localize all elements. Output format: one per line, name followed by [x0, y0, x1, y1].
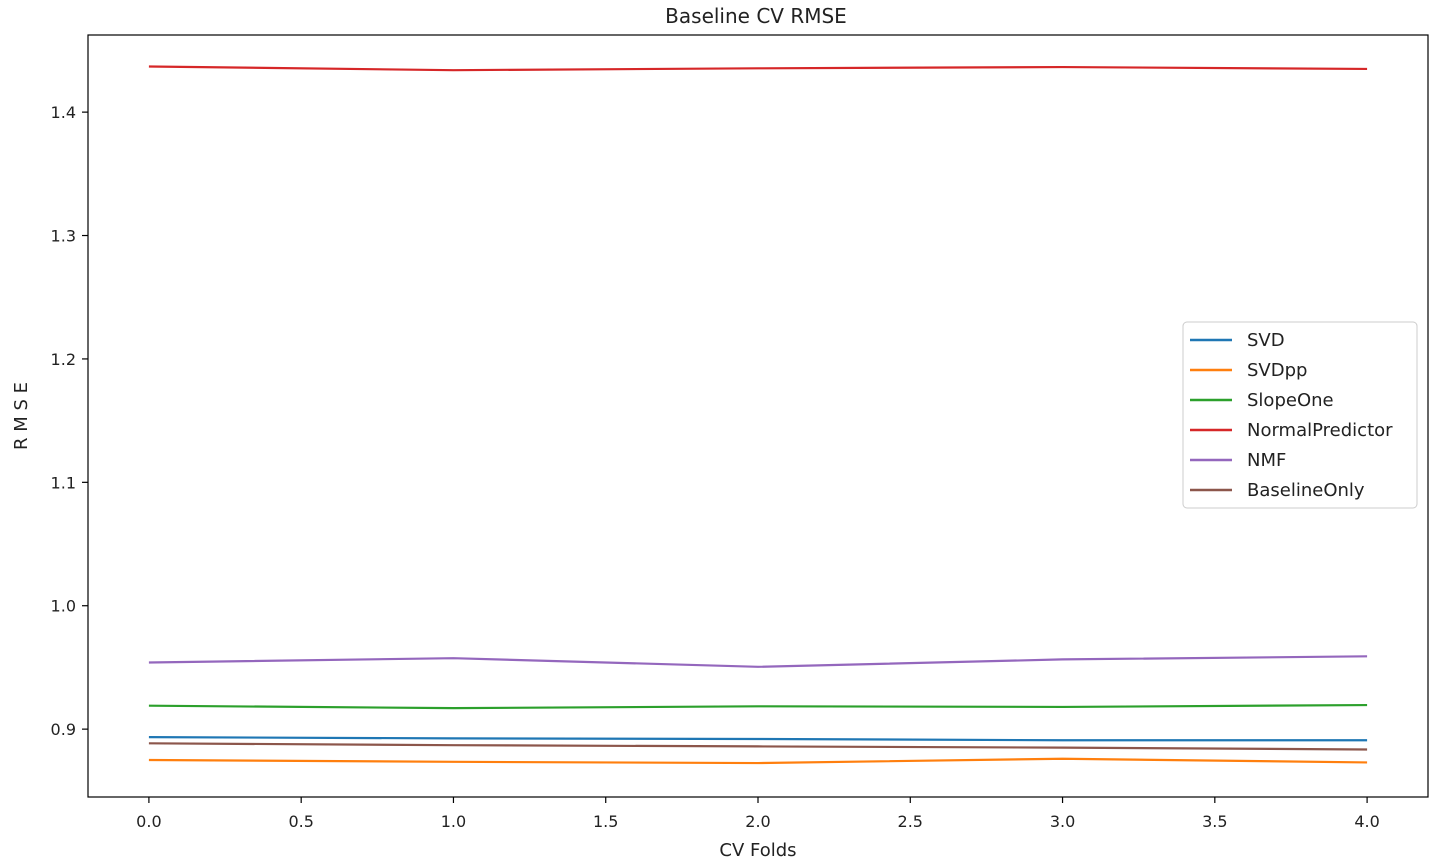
x-tick-label: 1.5 [593, 812, 618, 831]
series-line-baselineonly [148, 742, 1368, 751]
legend-items: SVD SVDpp SlopeOne NormalPredictor NMF Baseli… [1190, 330, 1393, 501]
y-tick-label: 1.2 [51, 350, 76, 369]
x-axis-ticks: 0.0 0.5 1.0 1.5 2.0 2.5 3.0 3.5 4.0 [136, 797, 1380, 831]
x-tick-label: 3.0 [1050, 812, 1075, 831]
x-tick-label: 4.0 [1354, 812, 1379, 831]
series-line-normalpredictor [148, 65, 1368, 72]
legend-label-nmf: NMF [1247, 450, 1286, 471]
legend-label-slopeone: SlopeOne [1247, 390, 1334, 411]
x-tick-label: 1.0 [441, 812, 466, 831]
legend-label-baselineonly: BaselineOnly [1247, 480, 1365, 501]
chart-title: Baseline CV RMSE [665, 4, 847, 28]
legend-frame [1182, 321, 1418, 509]
series-line-svd [148, 736, 1368, 742]
x-tick-label: 2.5 [898, 812, 923, 831]
y-tick-label: 1.0 [51, 597, 76, 616]
y-tick-label: 1.1 [51, 473, 76, 492]
y-tick-label: 1.4 [51, 103, 76, 122]
legend-label-svdpp: SVDpp [1247, 360, 1307, 381]
x-tick-label: 0.5 [288, 812, 313, 831]
y-tick-label: 0.9 [51, 720, 76, 739]
legend-label-normalpredictor: NormalPredictor [1247, 420, 1393, 441]
legend-label-svd: SVD [1247, 330, 1285, 351]
series-line-nmf [148, 655, 1368, 668]
y-axis-label: R M S E [11, 382, 32, 450]
x-tick-label: 2.0 [745, 812, 770, 831]
legend: SVD SVDpp SlopeOne NormalPredictor NMF Baseli… [1182, 321, 1418, 509]
series-line-svdpp [148, 757, 1368, 765]
series-line-slopeone [148, 703, 1368, 710]
x-tick-label: 3.5 [1202, 812, 1227, 831]
y-axis-ticks: 0.9 1.0 1.1 1.2 1.3 1.4 [51, 103, 88, 739]
x-axis-label: CV Folds [719, 840, 796, 861]
x-tick-label: 0.0 [136, 812, 161, 831]
series-lines [148, 65, 1368, 765]
y-tick-label: 1.3 [51, 227, 76, 246]
